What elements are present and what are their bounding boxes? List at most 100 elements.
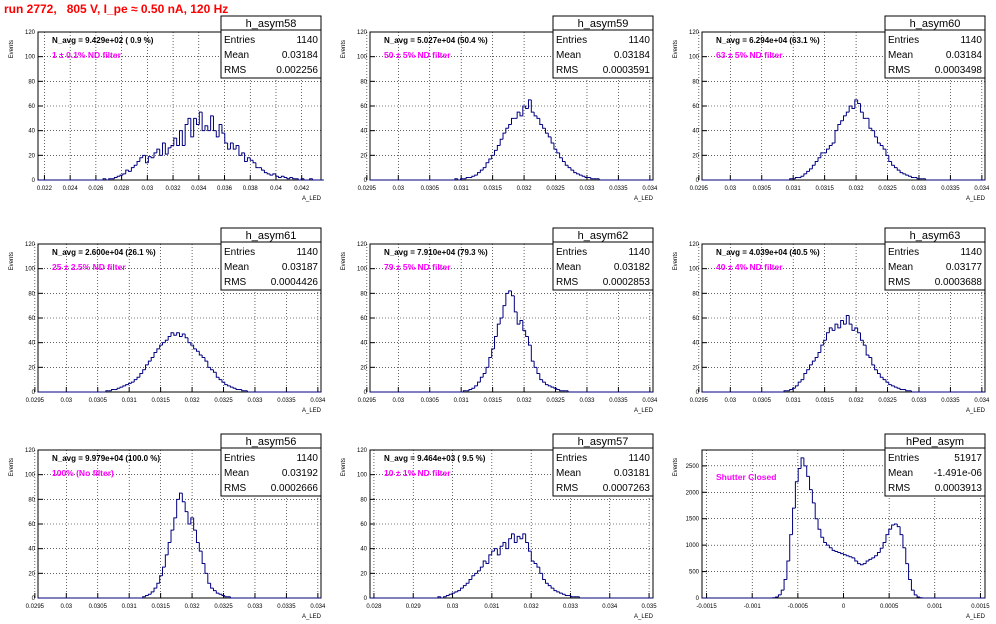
navg-annotation: N_avg = 2.600e+04 (26.1 %)	[52, 248, 156, 257]
navg-annotation: N_avg = 4.039e+04 (40.5 %)	[716, 248, 820, 257]
y-tick-label: 60	[28, 104, 35, 110]
x-tick-label: 0.0015	[971, 604, 990, 610]
stats-value-mean: 0.03182	[614, 262, 651, 273]
y-tick-label: 60	[28, 522, 35, 528]
y-tick-label: 100	[25, 473, 36, 479]
filter-annotation: 25 ± 2.5% ND filter	[52, 262, 126, 272]
y-tick-label: 120	[357, 448, 368, 454]
x-tick-label: 0.032	[849, 186, 865, 192]
x-axis-label: A_LED	[302, 408, 322, 414]
stats-value-entries: 1140	[960, 247, 982, 258]
y-tick-label: 100	[357, 473, 368, 479]
filter-annotation: 40 ± 4% ND filter	[716, 262, 783, 272]
filter-annotation: Shutter Closed	[716, 472, 776, 482]
stats-label-rms: RMS	[556, 483, 579, 494]
stats-label-rms: RMS	[224, 65, 247, 76]
stats-label-mean: Mean	[224, 262, 249, 273]
y-tick-label: 120	[689, 30, 700, 36]
filter-annotation: 50 ± 5% ND filter	[384, 50, 451, 60]
stats-value-entries: 1140	[960, 35, 982, 46]
x-tick-label: 0.03	[447, 604, 459, 610]
filter-annotation: 1 ± 0.1% ND filter	[52, 50, 122, 60]
x-axis-label: A_LED	[634, 196, 654, 202]
stats-label-entries: Entries	[224, 35, 255, 46]
y-tick-label: 60	[360, 316, 367, 322]
stats-label-entries: Entries	[556, 247, 587, 258]
y-tick-label: 80	[28, 497, 35, 503]
x-tick-label: -0.0015	[696, 604, 717, 610]
x-tick-label: 0.034	[974, 398, 990, 404]
histogram-name: h_asym63	[910, 230, 961, 242]
navg-annotation: N_avg = 9.979e+04 (100.0 %)	[52, 454, 160, 463]
x-tick-label: 0.028	[366, 604, 382, 610]
x-tick-label: 0.0295	[690, 186, 709, 192]
y-tick-label: 40	[692, 341, 699, 347]
stats-label-rms: RMS	[888, 277, 911, 288]
stats-value-rms: 0.0003591	[603, 65, 651, 76]
y-tick-label: 2000	[686, 490, 700, 496]
x-tick-label: 0.0335	[277, 398, 296, 404]
y-tick-label: 80	[692, 291, 699, 297]
x-axis-label: A_LED	[302, 614, 322, 620]
x-tick-label: 0.031	[786, 186, 802, 192]
stats-value-entries: 1140	[628, 453, 650, 464]
x-tick-label: 0.0325	[878, 186, 897, 192]
histogram-name: hPed_asym	[906, 436, 964, 448]
x-tick-label: 0.032	[185, 604, 201, 610]
x-tick-label: 0.029	[406, 604, 422, 610]
x-tick-label: 0.0305	[753, 398, 772, 404]
x-tick-label: 0.0305	[89, 398, 108, 404]
y-tick-label: 80	[360, 79, 367, 85]
x-tick-label: 0.034	[191, 186, 207, 192]
x-tick-label: 0.0295	[690, 398, 709, 404]
x-tick-label: 0.026	[88, 186, 104, 192]
y-tick-label: 100	[689, 267, 700, 273]
stats-label-mean: Mean	[224, 50, 249, 61]
y-tick-label: 20	[360, 365, 367, 371]
x-tick-label: 0.031	[454, 186, 470, 192]
y-tick-label: 60	[28, 316, 35, 322]
x-tick-label: 0.0305	[753, 186, 772, 192]
x-tick-label: 0.03	[724, 186, 736, 192]
x-axis-label: A_LED	[966, 614, 986, 620]
y-tick-label: 100	[25, 267, 36, 273]
stats-label-mean: Mean	[888, 262, 913, 273]
y-tick-label: 0	[696, 596, 700, 602]
stats-value-rms: 0.0007263	[603, 483, 651, 494]
stats-label-mean: Mean	[556, 262, 581, 273]
stats-value-rms: 0.0004426	[271, 277, 319, 288]
x-tick-label: 0.0305	[89, 604, 108, 610]
y-tick-label: 120	[357, 242, 368, 248]
y-axis-label: Events	[673, 252, 679, 270]
y-axis-label: Events	[673, 458, 679, 476]
stats-label-rms: RMS	[556, 65, 579, 76]
stats-label-rms: RMS	[888, 65, 911, 76]
y-tick-label: 80	[360, 291, 367, 297]
x-tick-label: 0.0295	[26, 604, 45, 610]
x-tick-label: 0.031	[122, 604, 138, 610]
histogram-name: h_asym60	[910, 18, 961, 30]
x-tick-label: 0.0005	[880, 604, 899, 610]
stats-label-entries: Entries	[888, 35, 919, 46]
y-tick-label: 40	[692, 129, 699, 135]
x-tick-label: 0.03	[724, 398, 736, 404]
x-tick-label: 0.033	[579, 398, 595, 404]
x-tick-label: -0.001	[744, 604, 762, 610]
y-tick-label: 20	[692, 153, 699, 159]
x-tick-label: 0.034	[602, 604, 618, 610]
stats-value-rms: 0.002256	[276, 65, 318, 76]
x-tick-label: 0.032	[849, 398, 865, 404]
histogram-name: h_asym58	[246, 18, 297, 30]
x-tick-label: 0.0315	[151, 604, 170, 610]
y-tick-label: 500	[689, 570, 700, 576]
x-tick-label: 0.0335	[609, 186, 628, 192]
x-tick-label: 0.0315	[815, 186, 834, 192]
x-tick-label: 0.033	[911, 398, 927, 404]
filter-annotation: 100% (No filter)	[52, 468, 114, 478]
